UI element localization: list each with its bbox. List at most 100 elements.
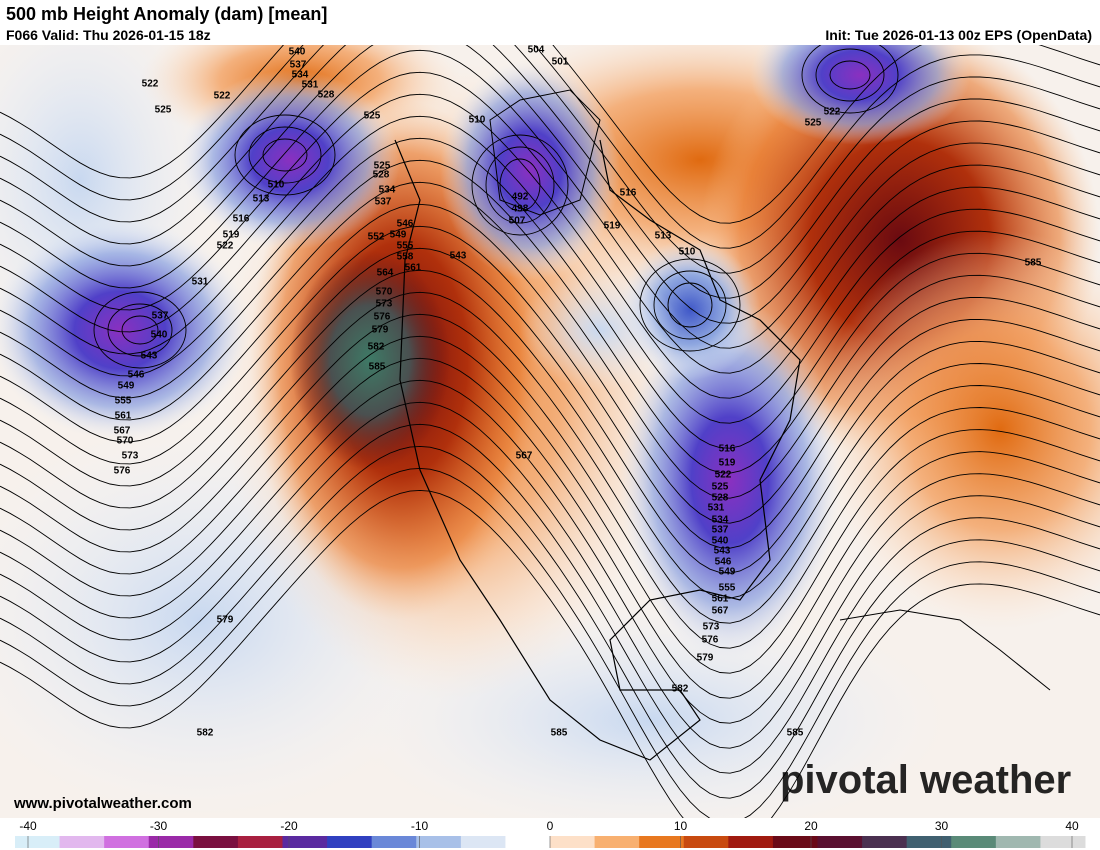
contour-label: 546 <box>715 557 732 568</box>
colorbar-swatch <box>683 836 729 848</box>
contour-loop <box>653 270 727 340</box>
contour-label: 522 <box>142 79 159 90</box>
contour-loop <box>485 146 555 224</box>
contour-loop <box>107 303 173 357</box>
colorbar-swatch <box>995 836 1041 848</box>
contour-label: 519 <box>223 230 240 241</box>
contour-label: 555 <box>115 396 132 407</box>
colorbar-swatch <box>862 836 908 848</box>
contour-loop <box>499 158 541 212</box>
contour-label: 555 <box>397 241 414 252</box>
colorbar-swatch <box>416 836 462 848</box>
contour-label: 567 <box>114 426 131 437</box>
contour-line <box>0 45 1100 224</box>
contour-label: 534 <box>292 70 309 81</box>
colorbar-swatch <box>951 836 997 848</box>
contour-label: 534 <box>379 185 396 196</box>
colorbar-tick-label: 10 <box>674 819 688 833</box>
init-time: Init: Tue 2026-01-13 00z EPS (OpenData) <box>825 27 1092 43</box>
contour-label: 537 <box>290 60 307 71</box>
contour-label: 522 <box>214 91 231 102</box>
contour-label: 501 <box>552 57 569 68</box>
contour-loop <box>248 126 322 184</box>
contour-label: 537 <box>152 311 169 322</box>
colorbar-tick-label: 20 <box>804 819 818 833</box>
contour-label: 528 <box>712 493 729 504</box>
contour-line <box>0 445 1100 799</box>
brand-watermark: pivotal weather <box>780 758 1071 802</box>
contour-line <box>0 137 1100 449</box>
contour-loop <box>639 258 741 352</box>
contour-labels: 5405375345315285225255225255045015105225… <box>114 45 1042 739</box>
colorbar-swatch <box>104 836 150 848</box>
contour-label: 525 <box>155 105 172 116</box>
contour-label: 579 <box>697 653 714 664</box>
contour-line <box>0 291 1100 624</box>
contour-loop <box>262 138 308 172</box>
contour-label: 576 <box>114 466 131 477</box>
colorbar-swatch <box>193 836 239 848</box>
contour-loop <box>815 48 885 102</box>
contour-line <box>0 357 1100 699</box>
colorbar-swatch <box>772 836 818 848</box>
contour-label: 531 <box>708 503 725 514</box>
contour-line <box>0 159 1100 474</box>
contour-label: 525 <box>374 161 391 172</box>
contour-label: 576 <box>374 312 391 323</box>
contour-line <box>0 45 1100 324</box>
contour-label: 498 <box>512 204 529 215</box>
colorbar: -40 -30 -20 -10 0 10 20 30 40 <box>15 819 1086 848</box>
contour-line <box>0 467 1100 818</box>
contour-label: 585 <box>551 728 568 739</box>
contour-label: 561 <box>712 594 729 605</box>
contour-label: 570 <box>376 287 393 298</box>
contour-label: 543 <box>141 351 158 362</box>
colorbar-swatch <box>594 836 640 848</box>
contour-label: 510 <box>268 180 285 191</box>
contour-line <box>0 379 1100 724</box>
contour-line <box>0 45 1100 299</box>
contour-label: 570 <box>117 436 134 447</box>
contour-label: 549 <box>390 230 407 241</box>
valid-time: F066 Valid: Thu 2026-01-15 18z <box>6 27 211 43</box>
contour-label: 576 <box>702 635 719 646</box>
contour-line <box>0 45 1100 249</box>
contour-label: 546 <box>397 219 414 230</box>
contour-line <box>0 313 1100 649</box>
contour-label: 567 <box>712 606 729 617</box>
contour-label: 537 <box>712 525 729 536</box>
contour-line <box>0 203 1100 524</box>
colorbar-swatch <box>550 836 596 848</box>
contour-line <box>0 181 1100 499</box>
contour-label: 522 <box>217 241 234 252</box>
colorbar-swatch <box>371 836 417 848</box>
contour-label: 528 <box>373 170 390 181</box>
contour-label: 543 <box>714 546 731 557</box>
contour-line <box>0 49 1100 349</box>
colorbar-swatch <box>1040 836 1086 848</box>
contour-line <box>0 423 1100 774</box>
contour-label: 573 <box>376 299 393 310</box>
colorbar-swatch <box>15 836 61 848</box>
contour-label: 585 <box>787 728 804 739</box>
contour-label: 525 <box>805 118 822 129</box>
contour-label: 585 <box>1025 258 1042 269</box>
site-url: www.pivotalweather.com <box>13 795 192 812</box>
contour-loop <box>121 315 159 345</box>
contour-label: 582 <box>197 728 214 739</box>
contour-label: 507 <box>509 216 526 227</box>
colorbar-tick-label: 40 <box>1065 819 1079 833</box>
colorbar-swatch <box>237 836 283 848</box>
colorbar-swatch <box>327 836 373 848</box>
contour-label: 519 <box>604 221 621 232</box>
contour-label: 516 <box>719 444 736 455</box>
contour-line <box>0 93 1100 399</box>
colorbar-swatch <box>59 836 105 848</box>
contour-label: 585 <box>369 362 386 373</box>
contour-line <box>0 489 1100 818</box>
contour-label: 531 <box>192 277 209 288</box>
coastline <box>839 609 1051 691</box>
contour-label: 525 <box>364 111 381 122</box>
contour-label: 573 <box>703 622 720 633</box>
